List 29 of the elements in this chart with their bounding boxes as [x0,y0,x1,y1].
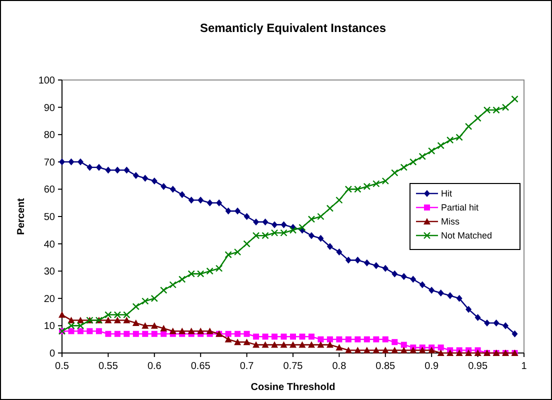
y-axis-title: Percent [16,197,27,235]
y-tick-label: 50 [44,212,56,223]
x-tick-label: 0.9 [424,361,439,372]
y-tick-label: 40 [44,239,56,250]
x-tick-label: 0.5 [55,361,70,372]
legend-label: Not Matched [441,230,492,241]
x-tick-label: 0.7 [240,361,254,372]
chart-title: Semanticly Equivalent Instances [200,21,386,35]
legend-label: Miss [441,216,460,227]
y-tick-label: 100 [38,76,56,86]
legend-label: Hit [441,188,452,199]
y-tick-label: 0 [49,348,56,360]
x-tick-label: 0.6 [147,361,162,372]
y-tick-label: 10 [44,321,56,332]
y-tick-label: 20 [44,294,56,305]
x-tick-label: 0.65 [190,361,211,372]
x-tick-label: 1 [521,361,528,372]
x-axis-title: Cosine Threshold [250,382,336,393]
y-tick-label: 90 [44,102,56,114]
legend-label: Partial hit [441,202,480,213]
y-tick-label: 30 [44,266,56,278]
y-tick-label: 80 [44,130,56,142]
y-tick-label: 60 [44,184,56,196]
x-tick-label: 0.55 [98,361,118,372]
x-tick-label: 0.8 [332,361,347,372]
x-tick-label: 0.75 [283,361,304,372]
x-tick-label: 0.95 [468,361,488,372]
y-tick-label: 70 [44,157,56,168]
x-tick-label: 0.85 [376,361,396,372]
